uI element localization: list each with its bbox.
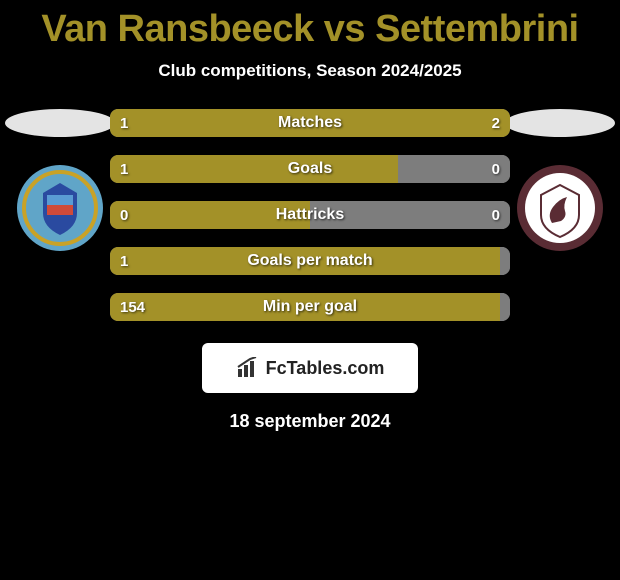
stat-bar-row: 1Goals per match xyxy=(110,247,510,275)
player2-country-flag xyxy=(505,109,615,137)
player2-column xyxy=(500,109,620,251)
stat-value-right: 0 xyxy=(310,201,510,229)
stat-value-right xyxy=(500,293,510,321)
player1-club-badge xyxy=(17,165,103,251)
stat-value-left: 154 xyxy=(110,293,500,321)
player1-column xyxy=(0,109,120,251)
date-text: 18 september 2024 xyxy=(0,411,620,432)
player1-country-flag xyxy=(5,109,115,137)
page-subtitle: Club competitions, Season 2024/2025 xyxy=(0,61,620,81)
brand-chart-icon xyxy=(236,357,262,379)
stat-bar-row: 00Hattricks xyxy=(110,201,510,229)
brand-box: FcTables.com xyxy=(202,343,418,393)
stat-bar-row: 10Goals xyxy=(110,155,510,183)
player2-club-badge xyxy=(517,165,603,251)
stat-bar-row: 12Matches xyxy=(110,109,510,137)
stat-value-left: 1 xyxy=(110,155,398,183)
stat-value-left: 1 xyxy=(110,247,500,275)
stat-value-left: 1 xyxy=(110,109,243,137)
stat-bar-row: 154Min per goal xyxy=(110,293,510,321)
stat-value-right: 0 xyxy=(398,155,510,183)
brand-text: FcTables.com xyxy=(266,358,385,379)
page-title: Van Ransbeeck vs Settembrini xyxy=(0,0,620,51)
comparison-area: 12Matches 10Goals 00Hattricks 1Goals per ma… xyxy=(0,109,620,432)
stat-value-right: 2 xyxy=(243,109,510,137)
stat-bars: 12Matches 10Goals 00Hattricks 1Goals per ma… xyxy=(110,109,510,321)
stat-value-right xyxy=(500,247,510,275)
stat-value-left: 0 xyxy=(110,201,310,229)
